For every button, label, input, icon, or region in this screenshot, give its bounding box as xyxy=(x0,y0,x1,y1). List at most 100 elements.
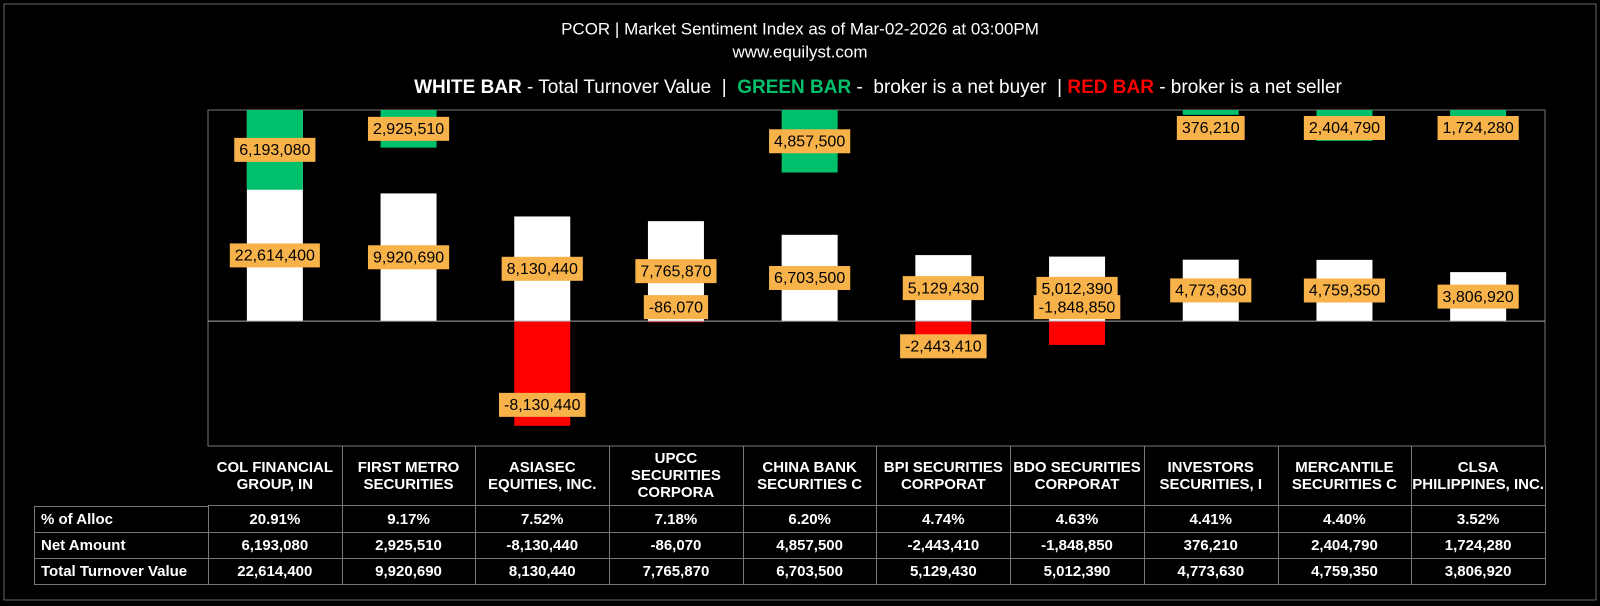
data-label-group: 5,129,430 xyxy=(902,276,984,301)
data-label-group: 22,614,400 xyxy=(229,243,320,268)
data-label-box xyxy=(769,265,851,290)
data-label-box xyxy=(643,295,709,320)
data-label-group: 5,012,390 xyxy=(1036,276,1118,301)
table-cell: 2,404,790 xyxy=(1277,532,1413,559)
data-label-box xyxy=(1176,116,1245,140)
data-label-box xyxy=(234,137,316,162)
data-label-group: -8,130,440 xyxy=(498,392,586,417)
table-cell: 4.63% xyxy=(1010,506,1145,533)
data-label-group: 9,920,690 xyxy=(367,245,450,270)
table-cell: 4,857,500 xyxy=(742,532,878,559)
data-label-group: 6,193,080 xyxy=(234,137,316,162)
category-label: BDO SECURITIES CORPORAT xyxy=(1010,446,1145,506)
category-label: INVESTORS SECURITIES, I xyxy=(1143,446,1279,506)
data-label: -86,070 xyxy=(649,299,703,316)
data-label-group: -86,070 xyxy=(643,295,709,320)
data-label: 6,193,080 xyxy=(239,142,310,159)
labels: 6,193,080 22,614,400 2,925,510 9,920,690 -8,… xyxy=(229,116,1519,417)
data-label-group: 4,773,630 xyxy=(1170,278,1252,303)
data-label: -1,848,850 xyxy=(1039,299,1116,316)
legend-key: WHITE BAR xyxy=(414,77,522,98)
category-label: COL FINANCIAL GROUP, IN xyxy=(208,446,343,506)
data-label: 2,404,790 xyxy=(1309,120,1380,137)
table-cell: 6,193,080 xyxy=(208,532,343,559)
data-label-box xyxy=(769,129,851,154)
legend-key: RED BAR xyxy=(1067,77,1154,98)
category-label: BPI SECURITIES CORPORAT xyxy=(876,446,1012,506)
table-cell: 9.17% xyxy=(341,506,477,533)
data-label-box xyxy=(1303,278,1386,303)
data-label-box xyxy=(1303,116,1386,140)
data-label-box xyxy=(902,276,984,301)
data-label-group: 2,925,510 xyxy=(367,116,450,141)
net-buy-bar xyxy=(1182,110,1239,115)
row-header: Total Turnover Value xyxy=(34,558,209,585)
data-label-group: 4,857,500 xyxy=(769,129,851,154)
legend: WHITE BAR - Total Turnover Value | GREEN… xyxy=(414,77,1342,98)
data-label-group: 376,210 xyxy=(1176,116,1245,140)
data-label-box xyxy=(498,392,586,417)
data-label: 4,857,500 xyxy=(774,133,845,150)
category-label: ASIASEC EQUITIES, INC. xyxy=(475,446,611,506)
table-cell: 6.20% xyxy=(742,506,878,533)
table-cell: -86,070 xyxy=(609,532,744,559)
table-cell: 1,724,280 xyxy=(1411,532,1546,559)
table-cell: 22,614,400 xyxy=(208,558,343,585)
data-label-group: 6,703,500 xyxy=(769,265,851,290)
table-cell: 3.52% xyxy=(1411,506,1546,533)
data-label: 9,920,690 xyxy=(373,249,444,266)
data-label: 4,773,630 xyxy=(1175,283,1246,300)
table-cell: 7.52% xyxy=(475,506,611,533)
legend-text: - broker is a net seller xyxy=(1154,77,1343,98)
data-label: 6,703,500 xyxy=(774,270,845,287)
category-label: CHINA BANK SECURITIES C xyxy=(742,446,878,506)
data-label-box xyxy=(900,334,987,359)
data-label-group: 3,806,920 xyxy=(1437,284,1519,309)
data-label-box xyxy=(229,243,320,268)
data-label: 5,129,430 xyxy=(908,280,979,297)
data-label-box xyxy=(367,245,450,270)
data-label-box xyxy=(367,116,450,141)
chart-title: PCOR | Market Sentiment Index as of Mar-… xyxy=(561,19,1039,38)
table-cell: 6,703,500 xyxy=(742,558,878,585)
data-label-group: 2,404,790 xyxy=(1303,116,1386,140)
data-label: -8,130,440 xyxy=(504,397,581,414)
data-label-box xyxy=(1437,116,1519,140)
data-label-box xyxy=(1170,278,1252,303)
legend-text: - Total Turnover Value | xyxy=(522,77,737,98)
data-label-group: 8,130,440 xyxy=(501,256,583,281)
table-cell: 4.41% xyxy=(1143,506,1279,533)
table-cell: 8,130,440 xyxy=(475,558,611,585)
table-cell: -8,130,440 xyxy=(475,532,611,559)
table-cell: 3,806,920 xyxy=(1411,558,1546,585)
legend-key: GREEN BAR xyxy=(737,77,851,98)
data-label: 2,925,510 xyxy=(373,121,444,138)
table-cell: 5,129,430 xyxy=(876,558,1012,585)
category-label: UPCC SECURITIES CORPORA xyxy=(609,446,744,506)
data-label: 1,724,280 xyxy=(1443,120,1514,137)
data-label-group: 4,759,350 xyxy=(1303,278,1386,303)
table-cell: -2,443,410 xyxy=(876,532,1012,559)
data-label: 376,210 xyxy=(1182,120,1240,137)
table-cell: 2,925,510 xyxy=(341,532,477,559)
data-label: 4,759,350 xyxy=(1309,283,1380,300)
data-label-group: 7,765,870 xyxy=(635,259,717,284)
table-cell: 9,920,690 xyxy=(341,558,477,585)
row-header: % of Alloc xyxy=(34,506,209,533)
table-cell: 5,012,390 xyxy=(1010,558,1145,585)
net-sell-bar xyxy=(1049,321,1106,345)
table-cell: 4.40% xyxy=(1277,506,1413,533)
chart-subtitle: www.equilyst.com xyxy=(731,42,867,61)
data-label: 22,614,400 xyxy=(235,248,315,265)
data-label: 5,012,390 xyxy=(1041,281,1112,298)
table-cell: 4,773,630 xyxy=(1143,558,1279,585)
data-label-box xyxy=(1437,284,1519,309)
data-label: 7,765,870 xyxy=(640,263,711,280)
table-cell: 7.18% xyxy=(609,506,744,533)
data-label-box xyxy=(635,259,717,284)
data-label: 8,130,440 xyxy=(507,261,578,278)
category-label: FIRST METRO SECURITIES xyxy=(341,446,477,506)
table-cell: 4.74% xyxy=(876,506,1012,533)
